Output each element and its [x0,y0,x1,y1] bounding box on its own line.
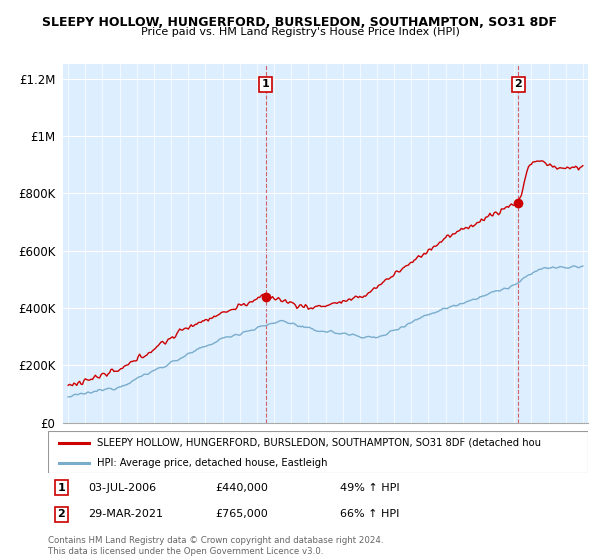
Text: 2: 2 [58,509,65,519]
Text: £765,000: £765,000 [215,509,268,519]
Text: 66% ↑ HPI: 66% ↑ HPI [340,509,399,519]
Text: 1: 1 [58,483,65,493]
Text: 29-MAR-2021: 29-MAR-2021 [89,509,163,519]
Text: SLEEPY HOLLOW, HUNGERFORD, BURSLEDON, SOUTHAMPTON, SO31 8DF (detached hou: SLEEPY HOLLOW, HUNGERFORD, BURSLEDON, SO… [97,438,541,448]
Text: HPI: Average price, detached house, Eastleigh: HPI: Average price, detached house, East… [97,458,327,468]
FancyBboxPatch shape [48,431,588,473]
Text: Contains HM Land Registry data © Crown copyright and database right 2024.
This d: Contains HM Land Registry data © Crown c… [48,536,383,556]
Text: 2: 2 [514,80,522,90]
Text: SLEEPY HOLLOW, HUNGERFORD, BURSLEDON, SOUTHAMPTON, SO31 8DF: SLEEPY HOLLOW, HUNGERFORD, BURSLEDON, SO… [43,16,557,29]
Text: £440,000: £440,000 [215,483,268,493]
Text: 1: 1 [262,80,269,90]
Text: Price paid vs. HM Land Registry's House Price Index (HPI): Price paid vs. HM Land Registry's House … [140,27,460,37]
Text: 49% ↑ HPI: 49% ↑ HPI [340,483,399,493]
Text: 03-JUL-2006: 03-JUL-2006 [89,483,157,493]
